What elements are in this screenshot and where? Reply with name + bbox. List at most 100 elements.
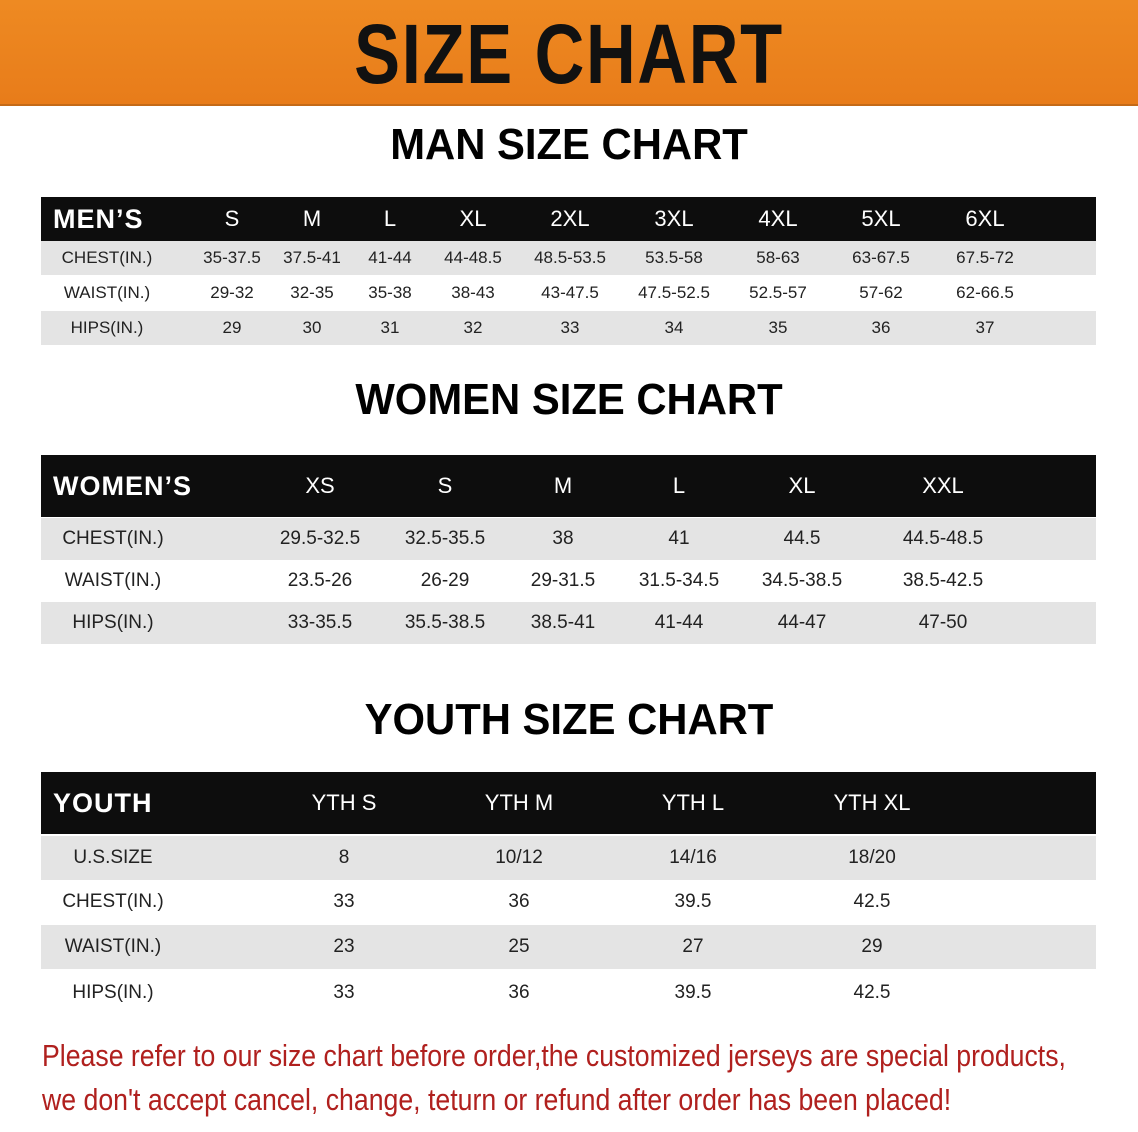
table-cell: 29-32 xyxy=(210,283,254,302)
table-cell: 29-31.5 xyxy=(530,570,596,591)
men-section-title: MAN SIZE CHART xyxy=(390,120,748,169)
women-size-table: WOMEN’S XS S M L XL XXL CHEST(IN.) 29.5-32.5 32.5… xyxy=(41,455,1096,645)
table-cell: 39.5 xyxy=(674,982,712,1003)
youth-table-row: U.S.SIZE 8 10/12 14/16 18/20 xyxy=(41,836,1096,880)
table-cell: 39.5 xyxy=(674,891,712,912)
row-label: HIPS(IN.) xyxy=(72,982,154,1003)
table-cell: 23.5-26 xyxy=(287,570,353,591)
size-chart-banner: SIZE CHART xyxy=(0,0,1138,106)
men-table-row: HIPS(IN.) 29 30 31 32 33 34 35 36 37 xyxy=(41,311,1096,345)
table-cell: 41-44 xyxy=(368,248,412,267)
youth-header-row: YOUTH YTH S YTH M YTH L YTH XL xyxy=(41,772,1096,834)
table-cell: 35-37.5 xyxy=(203,248,261,267)
youth-size-header: YTH L xyxy=(661,790,725,815)
banner-title: SIZE CHART xyxy=(354,7,784,101)
table-cell: 36 xyxy=(508,891,530,912)
table-cell: 44-47 xyxy=(777,612,827,633)
table-cell: 47.5-52.5 xyxy=(638,283,710,302)
table-cell: 35 xyxy=(768,318,788,337)
men-size-table: MEN’S S M L XL 2XL 3XL 4XL 5XL 6XL CHEST(IN.) 35-37… xyxy=(41,197,1096,346)
men-table-row: WAIST(IN.) 29-32 32-35 35-38 38-43 43-47.5 47.… xyxy=(41,276,1096,310)
women-size-header: M xyxy=(553,473,573,498)
table-cell: 29 xyxy=(222,318,242,337)
table-cell: 53.5-58 xyxy=(645,248,703,267)
table-cell: 14/16 xyxy=(669,847,717,868)
table-cell: 25 xyxy=(508,936,530,957)
table-cell: 33 xyxy=(333,891,355,912)
table-cell: 38 xyxy=(552,528,574,549)
table-cell: 44.5-48.5 xyxy=(902,528,984,549)
table-cell: 32-35 xyxy=(290,283,334,302)
row-label: CHEST(IN.) xyxy=(62,891,164,912)
row-label: WAIST(IN.) xyxy=(64,570,162,591)
table-cell: 36 xyxy=(508,982,530,1003)
row-label: HIPS(IN.) xyxy=(72,612,154,633)
men-size-header: 6XL xyxy=(965,206,1005,231)
table-cell: 32 xyxy=(463,318,483,337)
notice-line-1: Please refer to our size chart before or… xyxy=(42,1038,1066,1073)
row-label: CHEST(IN.) xyxy=(62,528,164,549)
men-header-row: MEN’S S M L XL 2XL 3XL 4XL 5XL 6XL xyxy=(41,197,1096,241)
women-size-header: XXL xyxy=(922,473,964,498)
men-size-header: XL xyxy=(459,206,487,231)
table-cell: 31 xyxy=(380,318,400,337)
women-table-row: CHEST(IN.) 29.5-32.5 32.5-35.5 38 41 44.5 44.5… xyxy=(41,518,1096,560)
women-header-row: WOMEN’S XS S M L XL XXL xyxy=(41,455,1096,517)
row-label: WAIST(IN.) xyxy=(64,936,162,957)
row-label: U.S.SIZE xyxy=(73,847,153,868)
table-cell: 42.5 xyxy=(853,982,891,1003)
table-cell: 36 xyxy=(871,318,891,337)
men-size-header: 5XL xyxy=(861,206,901,231)
table-cell: 29 xyxy=(861,936,883,957)
youth-size-table: YOUTH YTH S YTH M YTH L YTH XL U.S.SIZE 8 10/12… xyxy=(41,772,1096,1016)
table-cell: 34.5-38.5 xyxy=(761,570,843,591)
table-cell: 10/12 xyxy=(495,847,543,868)
table-cell: 41 xyxy=(668,528,690,549)
table-cell: 31.5-34.5 xyxy=(638,570,720,591)
table-cell: 37.5-41 xyxy=(283,248,341,267)
table-cell: 44.5 xyxy=(783,528,821,549)
row-label: CHEST(IN.) xyxy=(61,248,153,267)
table-cell: 67.5-72 xyxy=(956,248,1014,267)
men-table-row: CHEST(IN.) 35-37.5 37.5-41 41-44 44-48.5 48.5… xyxy=(41,241,1096,275)
women-size-header: S xyxy=(437,473,453,498)
youth-size-header: YTH XL xyxy=(833,790,911,815)
youth-table-row: WAIST(IN.) 23 25 27 29 xyxy=(41,925,1096,969)
youth-size-header: YTH M xyxy=(484,790,554,815)
women-size-header: XS xyxy=(305,473,335,498)
women-size-header: XL xyxy=(788,473,816,498)
women-table-row: WAIST(IN.) 23.5-26 26-29 29-31.5 31.5-34.5 34… xyxy=(41,560,1096,602)
men-corner-label: MEN’S xyxy=(53,203,144,234)
table-cell: 47-50 xyxy=(918,612,968,633)
table-cell: 33 xyxy=(560,318,580,337)
men-size-header: 4XL xyxy=(758,206,798,231)
table-cell: 33 xyxy=(333,982,355,1003)
table-cell: 30 xyxy=(302,318,322,337)
youth-section-title: YOUTH SIZE CHART xyxy=(364,695,774,744)
table-cell: 38-43 xyxy=(451,283,495,302)
table-cell: 32.5-35.5 xyxy=(404,528,486,549)
men-size-header: M xyxy=(302,206,322,231)
table-cell: 37 xyxy=(975,318,995,337)
youth-size-header: YTH S xyxy=(311,790,377,815)
table-cell: 23 xyxy=(333,936,355,957)
table-cell: 43-47.5 xyxy=(541,283,599,302)
table-cell: 63-67.5 xyxy=(852,248,910,267)
table-cell: 57-62 xyxy=(859,283,903,302)
table-cell: 34 xyxy=(664,318,684,337)
men-size-header: 2XL xyxy=(550,206,590,231)
men-size-header: S xyxy=(224,206,240,231)
table-cell: 18/20 xyxy=(848,847,896,868)
women-size-header: L xyxy=(672,473,686,498)
women-table-row: HIPS(IN.) 33-35.5 35.5-38.5 38.5-41 41-44 44-… xyxy=(41,602,1096,644)
men-size-header: L xyxy=(383,206,397,231)
women-section-title: WOMEN SIZE CHART xyxy=(355,375,783,424)
notice-line-2: we don't accept cancel, change, teturn o… xyxy=(42,1082,952,1117)
youth-table-row: HIPS(IN.) 33 36 39.5 42.5 xyxy=(41,971,1096,1015)
table-cell: 26-29 xyxy=(420,570,470,591)
table-cell: 62-66.5 xyxy=(956,283,1014,302)
table-cell: 27 xyxy=(682,936,704,957)
youth-corner-label: YOUTH xyxy=(53,787,153,818)
table-cell: 42.5 xyxy=(853,891,891,912)
youth-table-row: CHEST(IN.) 33 36 39.5 42.5 xyxy=(41,880,1096,924)
